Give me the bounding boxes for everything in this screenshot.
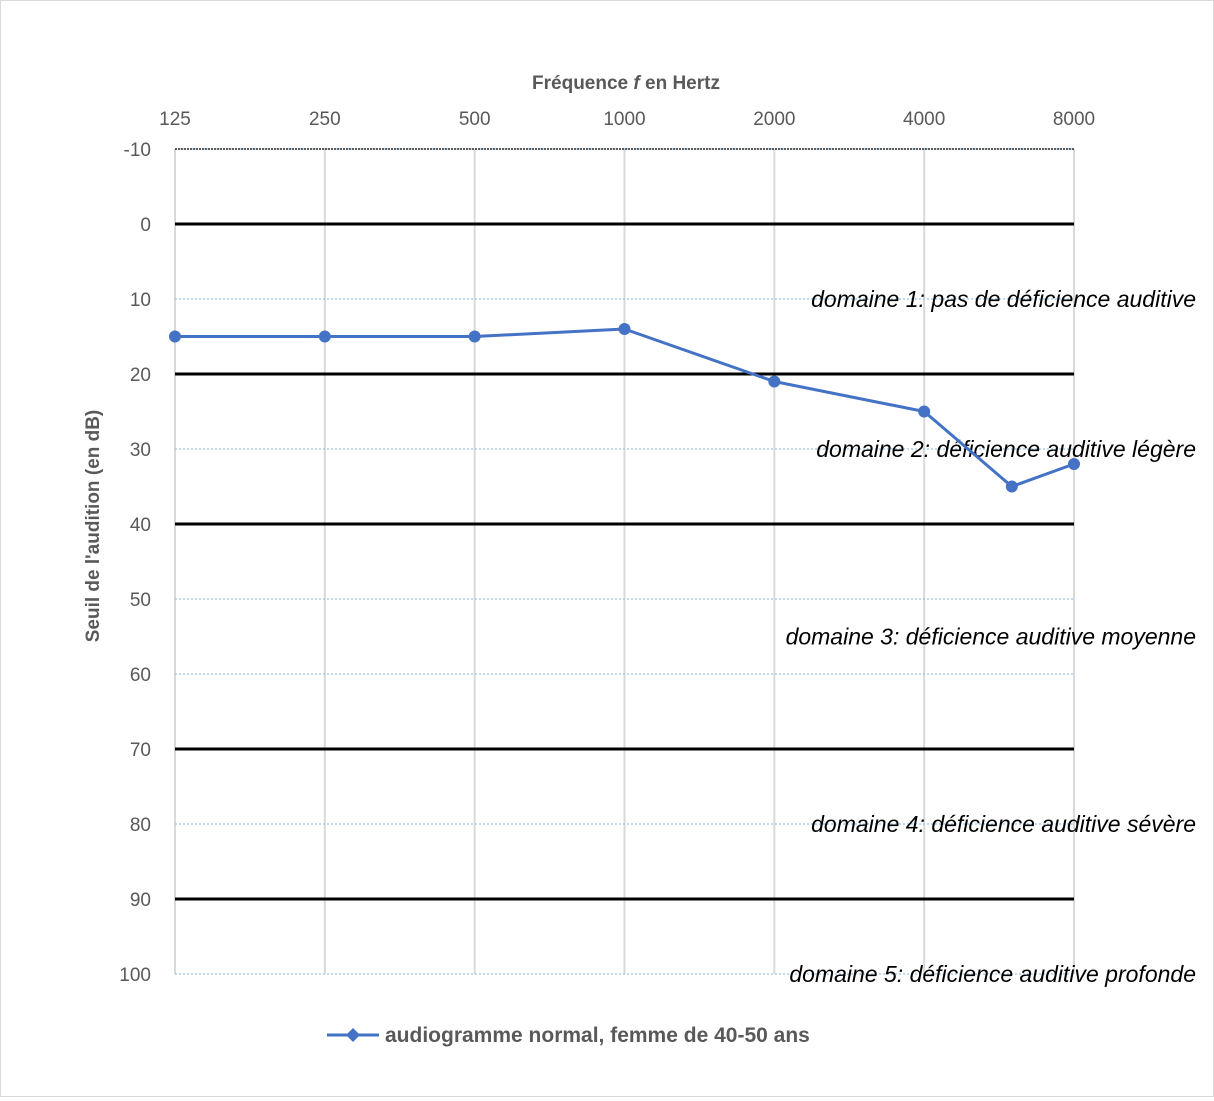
x-tick-label-2: 500 <box>459 109 491 130</box>
data-point-0-2 <box>468 330 481 343</box>
y-tick-label-3: 20 <box>130 365 151 386</box>
data-point-0-3 <box>618 323 631 335</box>
y-tick-label-5: 40 <box>130 515 151 536</box>
y-tick-label-6: 50 <box>130 590 151 611</box>
y-axis-title: Seuil de l'audition (en dB) <box>83 410 104 643</box>
x-tick-label-0: 125 <box>159 109 191 130</box>
x-tick-label-1: 250 <box>309 109 341 130</box>
y-tick-label-8: 70 <box>130 740 151 761</box>
zone-label-4: domaine 4: déficience auditive sévère <box>811 811 1196 837</box>
data-point-0-1 <box>318 330 331 343</box>
y-tick-label-1: 0 <box>140 215 151 236</box>
data-point-0-0 <box>169 330 181 343</box>
data-point-0-7 <box>1068 458 1080 470</box>
x-tick-label-6: 8000 <box>1053 109 1095 130</box>
zone-labels: domaine 1: pas de déficience auditive dom… <box>786 286 1196 987</box>
y-tick-label-4: 30 <box>130 440 151 461</box>
data-point-0-5 <box>918 405 931 418</box>
zone-label-1: domaine 1: pas de déficience auditive <box>811 286 1196 312</box>
series-layer <box>169 323 1080 493</box>
x-axis-title-prefix: Fréquence <box>532 73 633 94</box>
y-axis-ticks: -10 0 10 20 30 40 50 60 70 80 90 100 <box>119 140 151 986</box>
zone-boundaries <box>175 222 1074 901</box>
legend-series-label: audiogramme normal, femme de 40-50 ans <box>385 1024 810 1047</box>
y-tick-label-9: 80 <box>130 815 151 836</box>
data-point-0-4 <box>768 375 781 388</box>
x-tick-label-3: 1000 <box>603 109 645 130</box>
x-axis-title-symbol: f <box>633 73 641 94</box>
legend: audiogramme normal, femme de 40-50 ans <box>327 1024 810 1047</box>
y-tick-label-0: -10 <box>124 140 151 161</box>
y-tick-label-11: 100 <box>119 965 151 986</box>
x-axis-title: Fréquence f en Hertz <box>532 73 720 94</box>
x-tick-label-5: 4000 <box>903 109 945 130</box>
x-axis-title-suffix: en Hertz <box>640 73 720 94</box>
data-point-0-6 <box>1005 480 1018 493</box>
x-tick-label-4: 2000 <box>753 109 795 130</box>
y-tick-label-7: 60 <box>130 665 151 686</box>
zone-label-2: domaine 2: déficience auditive légère <box>816 436 1196 462</box>
zone-label-3: domaine 3: déficience auditive moyenne <box>786 624 1196 650</box>
x-axis-ticks: 125 250 500 1000 2000 4000 8000 <box>159 109 1095 130</box>
legend-series-marker <box>346 1028 360 1042</box>
y-tick-label-10: 90 <box>130 890 151 911</box>
series-line-0 <box>175 327 1075 488</box>
y-tick-label-2: 10 <box>130 290 151 311</box>
zone-label-5: domaine 5: déficience auditive profonde <box>789 961 1196 987</box>
gridlines <box>174 148 1075 975</box>
